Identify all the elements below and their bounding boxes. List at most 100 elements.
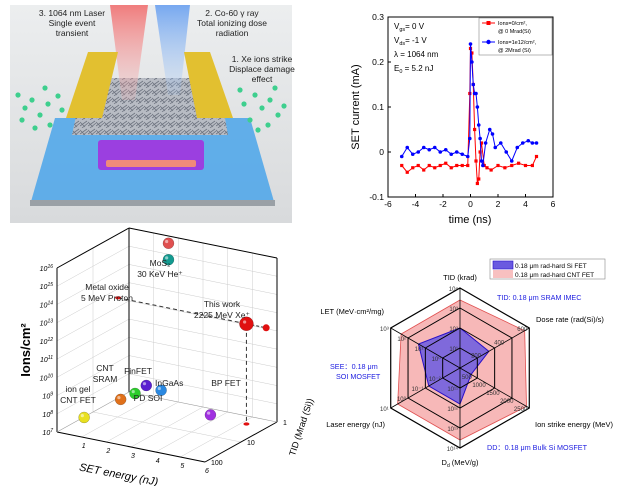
- data-point: [405, 170, 409, 174]
- x-tick-label: 0: [468, 199, 473, 209]
- frame-edge: [128, 391, 278, 423]
- radar-tick-label: 10³: [449, 307, 458, 313]
- data-point: [534, 154, 539, 159]
- radar-annotations: TID: 0.18 μm SRAM IMEC SEE：0.18 μm SOI M…: [330, 293, 588, 452]
- data-point: [475, 181, 479, 186]
- xe-ion: [15, 92, 21, 98]
- xe-ion: [272, 85, 278, 91]
- radar-legend: 0.18 μm rad-hard Si FET 0.18 μm rad-hard…: [489, 258, 606, 280]
- xe-ion: [59, 107, 65, 113]
- data-point-highlight: [243, 320, 247, 324]
- xe-ion: [237, 87, 243, 93]
- projection-marker: [262, 324, 270, 332]
- data-point: [438, 150, 443, 154]
- data-point: [460, 152, 465, 157]
- laser-beam: [110, 5, 148, 100]
- xe-ion: [45, 101, 51, 107]
- data-point-highlight: [207, 411, 211, 415]
- data-point: [510, 163, 514, 168]
- y-axis-label: TID (Mrad (Si)): [287, 397, 315, 457]
- xe-ion: [252, 92, 258, 98]
- data-point: [509, 159, 514, 163]
- radar-axis-label: Dose rate (rad(Si)/s): [536, 315, 604, 324]
- device-illustration: 3. 1064 nm Laser Single event transient 2.…: [10, 5, 295, 223]
- projection-marker: [115, 296, 122, 300]
- legend-label: 0.18 μm rad-hard CNT FET: [515, 272, 594, 279]
- radar-tick-label: 10⁴: [449, 286, 459, 293]
- xe-ion: [247, 117, 253, 123]
- data-point-highlight: [117, 396, 121, 400]
- svg-text:λ = 1064 nm: λ = 1064 nm: [394, 50, 439, 59]
- radar-axis-label: TID (krad): [443, 273, 477, 282]
- xe-ion: [259, 105, 265, 111]
- z-tick-label: 108: [42, 410, 53, 419]
- xe-ions: [15, 85, 287, 133]
- data-point: [140, 379, 153, 392]
- xe-ion: [22, 105, 28, 111]
- data-point: [474, 91, 478, 96]
- data-point: [523, 163, 528, 168]
- radar-axis-label: Ion strike energy (MeV): [535, 420, 613, 429]
- z-tick-label: 1011: [40, 355, 53, 364]
- data-point: [498, 141, 503, 145]
- data-point: [476, 123, 481, 127]
- data-point: [438, 163, 442, 168]
- data-point: [515, 145, 520, 150]
- data-point: [487, 127, 492, 132]
- data-point: [416, 163, 420, 168]
- data-point: [489, 168, 493, 172]
- x-tick-label: 2: [105, 448, 110, 455]
- data-point: [411, 166, 415, 170]
- point-label: Metal oxide 5 MeV Proton: [81, 282, 133, 303]
- data-point: [490, 132, 495, 136]
- gate-electrode: [106, 160, 196, 167]
- data-point: [449, 166, 453, 170]
- xe-ion: [42, 85, 48, 91]
- radar-tick-label: 10²: [397, 337, 406, 343]
- projection-line: [118, 297, 247, 425]
- x-tick-label: 2: [496, 199, 501, 209]
- data-point: [478, 136, 482, 141]
- radar-tick-label: 10¹¹: [447, 387, 458, 393]
- xe-ion: [267, 97, 273, 103]
- x-tick-label: 5: [180, 463, 184, 470]
- legend-marker-red: [486, 21, 491, 25]
- data-point: [503, 166, 507, 170]
- y-tick-label: 0.2: [372, 57, 384, 67]
- radar-tick-label: 200: [471, 354, 482, 360]
- data-point: [481, 163, 485, 168]
- radar-tick-label: 10⁻²: [429, 377, 441, 383]
- radar-tick-label: 1000: [472, 383, 486, 389]
- radar-tick-label: 600: [517, 327, 528, 333]
- svg-text:Vgs= 0 V: Vgs= 0 V: [394, 22, 425, 33]
- xe-ion: [19, 117, 25, 123]
- y-tick-label: 100: [211, 460, 223, 467]
- data-point: [78, 411, 90, 424]
- radar-axis-label: LET (MeV·cm²/mg): [320, 307, 384, 316]
- set-current-chart: -6 -4 -2 0 2 4 6 0.3 0.2 0.1 0 -0.1 time (ns) SET c…: [350, 12, 556, 226]
- x-tick-label: -4: [412, 199, 420, 209]
- data-point: [460, 163, 464, 168]
- y-axis-label: SET current (mA): [350, 64, 362, 149]
- svg-text:E0 = 5.2 nJ: E0 = 5.2 nJ: [394, 64, 433, 75]
- xe-ion: [32, 125, 38, 131]
- data-point-highlight: [165, 239, 169, 244]
- xe-ion: [47, 122, 53, 128]
- legend-label: @ 2Mrad (Si): [498, 48, 531, 54]
- radar-chart: 0.18 μm rad-hard Si FET 0.18 μm rad-hard…: [320, 258, 613, 469]
- z-axis-label: Ions/cm²: [18, 323, 33, 377]
- z-tick-label: 1016: [40, 264, 54, 273]
- data-point: [433, 166, 437, 170]
- data-point: [520, 141, 525, 145]
- x-tick-label: 3: [131, 453, 135, 460]
- radar-tick-label: 10¹: [449, 347, 458, 353]
- gamma-beam: [155, 5, 190, 95]
- data-point: [479, 159, 484, 163]
- data-point: [517, 161, 521, 165]
- xe-ion: [29, 97, 35, 103]
- data-point-highlight: [80, 414, 84, 418]
- data-point: [470, 51, 474, 55]
- data-point: [422, 168, 426, 172]
- svg-text:TID: 0.18 μm SRAM IMEC: TID: 0.18 μm SRAM IMEC: [497, 293, 581, 302]
- radiation-3d-scatter: 1071081091010101110121013101410151016123…: [18, 227, 315, 486]
